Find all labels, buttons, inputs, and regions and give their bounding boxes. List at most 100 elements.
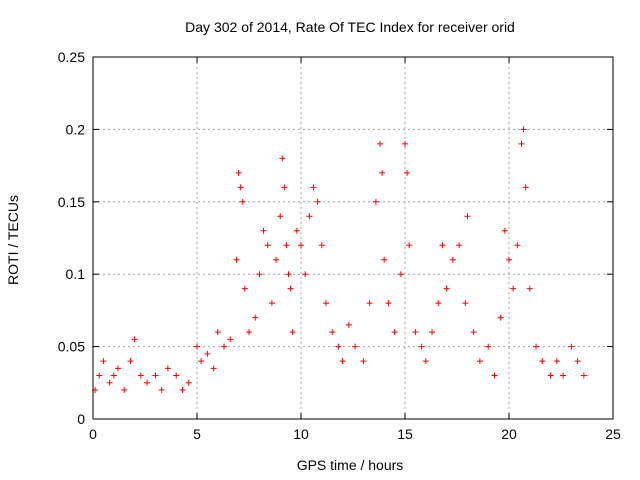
data-point	[100, 358, 107, 365]
data-point	[198, 358, 205, 365]
grid-layer	[93, 57, 613, 419]
plot-frame	[92, 56, 614, 420]
data-point	[179, 387, 186, 394]
x-axis-label: GPS time / hours	[297, 457, 404, 473]
y-tick-label: 0.25	[58, 49, 85, 65]
data-point	[377, 140, 384, 147]
data-point	[273, 256, 280, 263]
data-point	[283, 242, 290, 249]
data-point	[293, 227, 300, 234]
data-point	[580, 372, 587, 379]
data-point	[491, 372, 498, 379]
data-point	[449, 256, 456, 263]
data-point	[281, 184, 288, 191]
data-point	[235, 169, 242, 176]
x-tick-label: 5	[193, 426, 201, 442]
data-point	[173, 372, 180, 379]
data-point	[221, 343, 228, 350]
data-point	[404, 169, 411, 176]
data-point	[360, 358, 367, 365]
x-tick-label: 20	[501, 426, 517, 442]
data-point	[372, 198, 379, 205]
data-point	[260, 227, 267, 234]
data-point	[379, 169, 386, 176]
x-tick-label: 25	[605, 426, 621, 442]
data-point	[381, 256, 388, 263]
data-point	[329, 329, 336, 336]
data-point	[96, 372, 103, 379]
data-point	[402, 140, 408, 147]
data-point	[279, 155, 286, 162]
data-point	[264, 242, 271, 249]
data-point	[210, 365, 217, 372]
data-point	[574, 358, 581, 365]
data-point	[214, 329, 221, 336]
data-point	[514, 242, 521, 249]
data-point	[237, 184, 244, 191]
data-point	[144, 379, 151, 386]
data-point	[412, 329, 419, 336]
y-tick-label: 0	[77, 411, 85, 427]
data-point	[285, 271, 292, 278]
data-point	[397, 271, 404, 278]
data-point	[137, 372, 144, 379]
data-point	[127, 358, 134, 365]
data-point	[194, 343, 200, 350]
data-point	[335, 343, 342, 350]
data-point	[522, 184, 529, 191]
data-point	[439, 242, 446, 249]
y-axis-label: ROTI / TECUs	[5, 195, 21, 285]
data-point	[435, 300, 442, 307]
data-point	[110, 372, 117, 379]
data-point	[287, 285, 294, 292]
data-point	[306, 213, 313, 220]
data-point	[352, 343, 359, 350]
data-point	[106, 379, 113, 386]
data-points	[92, 126, 587, 394]
data-point	[520, 126, 527, 133]
data-point	[158, 387, 165, 394]
data-point	[406, 242, 413, 249]
data-point	[476, 358, 483, 365]
data-point	[462, 300, 469, 307]
data-point	[568, 343, 575, 350]
y-tick-label: 0.2	[66, 121, 86, 137]
data-point	[322, 300, 329, 307]
data-point	[204, 350, 211, 357]
data-point	[464, 213, 471, 220]
data-point	[185, 379, 192, 386]
data-point	[114, 365, 121, 372]
data-point	[547, 372, 554, 379]
data-point	[289, 329, 296, 336]
x-tick-label: 15	[397, 426, 413, 442]
data-point	[298, 242, 304, 249]
y-tick-label: 0.1	[66, 266, 86, 282]
data-point	[268, 300, 275, 307]
data-point	[277, 213, 284, 220]
data-point	[318, 242, 325, 249]
data-point	[422, 358, 429, 365]
data-point	[227, 336, 234, 343]
data-point	[121, 387, 128, 394]
data-point	[497, 314, 504, 321]
data-point	[418, 343, 425, 350]
data-point	[246, 329, 252, 336]
y-tick-label: 0.15	[58, 194, 85, 210]
data-point	[345, 321, 352, 328]
data-point	[152, 372, 159, 379]
data-point	[429, 329, 436, 336]
data-point	[560, 372, 567, 379]
chart-title: Day 302 of 2014, Rate Of TEC Index for r…	[185, 19, 515, 35]
data-point	[553, 358, 560, 365]
data-point	[256, 271, 263, 278]
data-point	[526, 285, 533, 292]
data-point	[510, 285, 517, 292]
data-point	[233, 256, 240, 263]
data-point	[391, 329, 398, 336]
data-point	[164, 365, 171, 372]
ticks-layer: 0 5 10 15 20 25 0 0.05 0.1 0.15 0.2 0.25	[58, 49, 621, 442]
data-point	[302, 271, 309, 278]
data-point	[506, 256, 512, 263]
data-point	[385, 300, 392, 307]
